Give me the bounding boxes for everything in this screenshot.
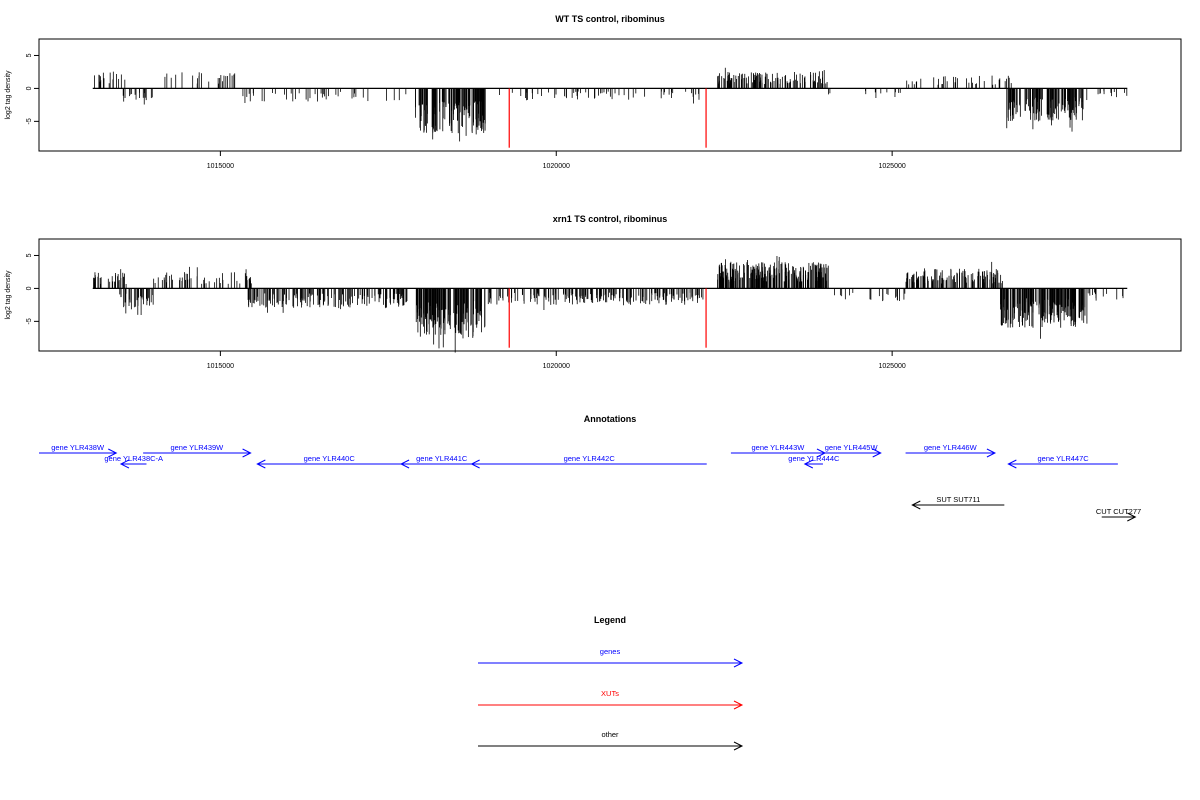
x-tick-label: 1020000 [543, 363, 570, 370]
feature-arrow [803, 459, 823, 469]
feature-label: gene YLR445W [825, 443, 879, 452]
feature-arrow [256, 459, 402, 469]
xut-markers [508, 88, 707, 148]
y-axis: 5 0 -5 [26, 253, 39, 324]
x-tick-label: 1025000 [879, 163, 906, 170]
feature-label: SUT SUT711 [936, 495, 980, 504]
y-axis-label: log2 tag density [5, 270, 12, 320]
annotation-features: gene YLR438W gene YLR438C-A gene YLR439W ge… [39, 443, 1141, 522]
y-axis: 5 0 -5 [26, 53, 39, 124]
legend-label: genes [600, 647, 621, 656]
y-tick-label: 0 [26, 86, 33, 90]
feature-label: gene YLR447C [1038, 454, 1090, 463]
feature-label: gene YLR444C [788, 454, 840, 463]
signal-bars [92, 256, 1128, 353]
feature-label: gene YLR439W [170, 443, 224, 452]
x-axis: 1015000 1020000 1025000 [207, 151, 906, 170]
feature-arrow [119, 459, 147, 469]
panel-title: WT TS control, ribominus [555, 14, 665, 24]
legend-items: genes XUTs other [478, 647, 744, 751]
feature-arrow [1007, 459, 1118, 469]
y-tick-label: 0 [26, 286, 33, 290]
x-tick-label: 1025000 [879, 363, 906, 370]
annotations-title: Annotations [584, 414, 637, 424]
x-axis: 1015000 1020000 1025000 [207, 351, 906, 370]
x-tick-label: 1015000 [207, 363, 234, 370]
feature-arrow [911, 500, 1005, 510]
feature-label: CUT CUT277 [1096, 507, 1141, 516]
xrn1-signal-panel: xrn1 TS control, ribominus log2 tag dens… [5, 214, 1182, 370]
legend-arrow [478, 700, 744, 710]
x-tick-label: 1015000 [207, 163, 234, 170]
y-tick-label: 5 [26, 253, 33, 257]
feature-label: gene YLR443W [752, 443, 806, 452]
feature-arrow [39, 448, 118, 458]
feature-label: gene YLR438C-A [104, 454, 163, 463]
feature-arrow [1101, 512, 1137, 522]
legend-title: Legend [594, 615, 626, 625]
feature-arrow [143, 448, 252, 458]
legend-panel: Legend genes XUTs other [478, 615, 744, 751]
legend-label: other [601, 730, 619, 739]
feature-label: gene YLR440C [304, 454, 356, 463]
panel-title: xrn1 TS control, ribominus [553, 214, 668, 224]
y-axis-label: log2 tag density [5, 70, 12, 120]
feature-arrow [399, 459, 483, 469]
feature-label: gene YLR446W [924, 443, 978, 452]
feature-label: gene YLR438W [51, 443, 105, 452]
wt-signal-panel: WT TS control, ribominus log2 tag densit… [5, 14, 1182, 170]
feature-arrow [821, 448, 882, 458]
y-tick-label: 5 [26, 53, 33, 57]
feature-arrow [905, 448, 997, 458]
xut-markers [508, 288, 707, 348]
x-tick-label: 1020000 [543, 163, 570, 170]
feature-arrow [470, 459, 707, 469]
signal-bars [92, 67, 1128, 142]
legend-arrow [478, 741, 744, 751]
plot-frame [38, 238, 1182, 352]
y-tick-label: -5 [26, 318, 33, 324]
legend-label: XUTs [601, 689, 619, 698]
feature-label: gene YLR441C [416, 454, 468, 463]
feature-label: gene YLR442C [564, 454, 616, 463]
plot-frame [38, 38, 1182, 152]
legend-arrow [478, 658, 744, 668]
y-tick-label: -5 [26, 118, 33, 124]
